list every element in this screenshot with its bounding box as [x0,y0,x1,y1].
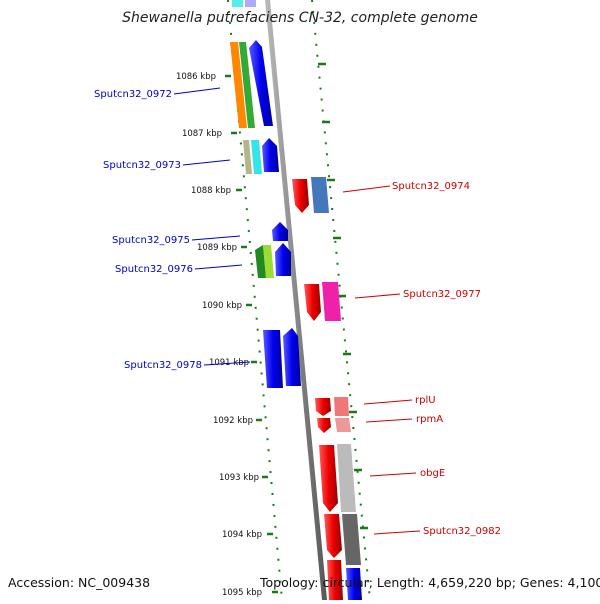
gene-feature[interactable] [249,40,273,126]
left-track-genes [230,0,301,388]
gene-label[interactable]: rplU [415,395,436,406]
gene-feature[interactable] [262,138,279,172]
scale-ticks [225,62,368,594]
gene-feature[interactable] [239,42,255,128]
tick-label: 1089 kbp [197,243,237,253]
gene-label[interactable]: Sputcn32_0973 [103,160,181,171]
genome-summary: Topology: circular; Length: 4,659,220 bp… [260,575,600,590]
tick-label: 1087 kbp [182,129,222,139]
gene-feature[interactable] [304,284,321,321]
gene-feature[interactable] [275,243,291,276]
gene-feature[interactable] [346,568,362,600]
gene-label[interactable]: Sputcn32_0982 [423,526,501,537]
gene-feature[interactable] [255,245,266,278]
gene-feature[interactable] [327,560,343,600]
gene-feature[interactable] [322,282,341,321]
gene-feature[interactable] [232,0,243,7]
genome-backbone [265,0,327,600]
gene-feature[interactable] [263,330,283,388]
tick-label: 1094 kbp [222,530,262,540]
tick-label: 1093 kbp [219,473,259,483]
gene-label[interactable]: Sputcn32_0978 [124,360,202,371]
gene-feature[interactable] [263,245,274,278]
accession-label: Accession: NC_009438 [8,575,151,590]
gene-feature[interactable] [324,514,342,558]
gene-label[interactable]: Sputcn32_0976 [115,264,193,275]
gene-labels: Sputcn32_0972 Sputcn32_0973 Sputcn32_097… [94,89,501,537]
gene-feature[interactable] [315,398,331,416]
gene-label[interactable]: rpmA [416,414,443,425]
leader-lines [173,87,421,535]
gene-label[interactable]: Sputcn32_0974 [392,181,470,192]
gene-feature[interactable] [243,140,252,174]
right-track-genes [292,177,362,600]
tick-label: 1086 kbp [176,72,216,82]
gene-feature[interactable] [335,418,351,432]
gene-feature[interactable] [251,140,262,174]
gene-label[interactable]: Sputcn32_0975 [112,235,190,246]
gene-feature[interactable] [311,177,329,213]
map-title: Shewanella putrefaciens CN-32, complete … [122,10,478,26]
gene-feature[interactable] [292,179,309,213]
gene-label[interactable]: Sputcn32_0977 [403,289,481,300]
gene-feature[interactable] [230,42,247,128]
gene-label[interactable]: Sputcn32_0972 [94,89,172,100]
gene-feature[interactable] [272,222,288,241]
gene-feature[interactable] [319,445,338,512]
gene-feature[interactable] [337,444,356,512]
tick-label: 1095 kbp [222,588,262,598]
tick-label: 1088 kbp [191,186,231,196]
tick-label: 1090 kbp [202,301,242,311]
gene-feature[interactable] [245,0,256,7]
gene-feature[interactable] [317,418,331,433]
tick-label: 1092 kbp [213,416,253,426]
gene-feature[interactable] [334,397,349,416]
gene-label[interactable]: obgE [420,468,445,479]
gene-feature[interactable] [283,328,301,386]
gene-feature[interactable] [342,514,361,565]
